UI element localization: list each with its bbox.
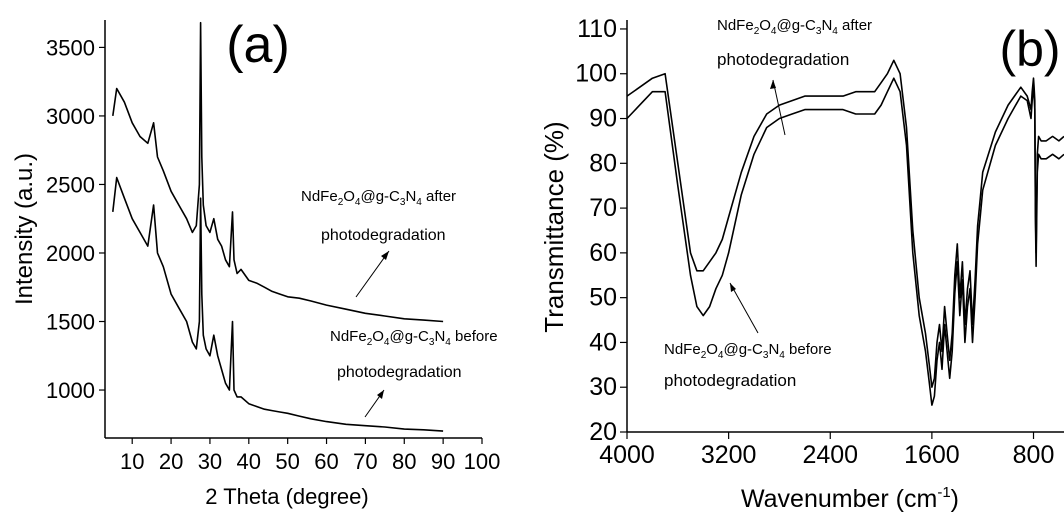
panel-a-x-tick-label: 90 — [431, 449, 455, 474]
panel-a-y-tick-label: 1000 — [46, 378, 95, 403]
panel-b-y-tick-label: 50 — [589, 284, 617, 312]
panel-b-y-tick-label: 20 — [589, 418, 617, 446]
panel-b-series-line-2 — [626, 77, 1064, 406]
panel-a-series-line-1 — [112, 21, 444, 323]
panel-b-before-arrow-head — [730, 283, 736, 292]
panel-b-x-ticks: 4000 3200 2400 1600 800 — [599, 432, 1054, 469]
panel-a-xrd: 10 20 30 40 50 60 70 80 90 100 1000 1500 2000 2500 30… — [11, 16, 500, 509]
panel-a-before-annotation-line2: photodegradation — [337, 364, 462, 381]
panel-b-x-tick-label: 4000 — [599, 441, 655, 469]
panel-a-label: (a) — [226, 16, 290, 74]
panel-a-x-ticks: 10 20 30 40 50 60 70 80 90 100 — [120, 438, 500, 474]
panel-a-plot-area — [112, 21, 444, 432]
panel-b-y-tick-label: 100 — [575, 60, 617, 88]
panel-a-x-tick-label: 10 — [120, 449, 144, 474]
panel-a-y-tick-label: 2500 — [46, 172, 95, 197]
panel-a-before-annotation-line1: NdFe2O4@g-C3N4 before — [330, 328, 498, 348]
panel-b-y-tick-label: 30 — [589, 373, 617, 401]
panel-a-after-annotation-line2: photodegradation — [321, 227, 446, 244]
panel-a-x-tick-label: 70 — [353, 449, 377, 474]
panel-b-y-tick-label: 40 — [589, 328, 617, 356]
panel-b-y-ticks: 20 30 40 50 60 70 80 90 100 110 — [575, 15, 627, 446]
panel-a-x-tick-label: 30 — [198, 449, 222, 474]
panel-b-ftir: 4000 3200 2400 1600 800 20 30 40 50 60 70 80 90 100 1… — [539, 15, 1064, 513]
panel-b-x-axis-title: Wavenumber (cm-1) — [741, 484, 959, 513]
panel-b-x-tick-label: 3200 — [701, 441, 757, 469]
panel-b-plot-area — [626, 59, 1064, 406]
panel-a-x-tick-label: 50 — [275, 449, 299, 474]
panel-a-after-arrow-line — [355, 250, 390, 298]
panel-b-y-tick-label: 80 — [589, 149, 617, 177]
panel-a-after-annotation-line1: NdFe2O4@g-C3N4 after — [301, 188, 456, 208]
panel-b-before-arrow-line — [729, 282, 759, 334]
panel-a-x-tick-label: 60 — [314, 449, 338, 474]
panel-b-x-tick-label: 1600 — [904, 441, 960, 469]
panel-a-x-axis-title: 2 Theta (degree) — [205, 484, 368, 509]
panel-a-after-arrow-head — [381, 251, 389, 260]
panel-b-x-tick-label: 800 — [1013, 441, 1055, 469]
panel-a-x-tick-label: 40 — [237, 449, 261, 474]
panel-b-y-tick-label: 90 — [589, 105, 617, 133]
panel-a-y-tick-label: 3000 — [46, 104, 95, 129]
panel-a-x-tick-label: 100 — [464, 449, 501, 474]
panel-a-y-ticks: 1000 1500 2000 2500 3000 3500 — [46, 35, 105, 403]
panel-a-x-tick-label: 80 — [392, 449, 416, 474]
panel-b-after-arrow-line — [772, 79, 786, 136]
panel-b-after-arrow-head — [770, 80, 776, 89]
panel-b-y-tick-label: 60 — [589, 239, 617, 267]
panel-b-series-line-1 — [626, 59, 1064, 389]
panel-b-x-tick-label: 2400 — [802, 441, 858, 469]
panel-a-before-arrow-head — [377, 390, 384, 399]
panel-a-y-tick-label: 2000 — [46, 241, 95, 266]
panel-b-y-tick-label: 70 — [589, 194, 617, 222]
panel-a-y-tick-label: 3500 — [46, 35, 95, 60]
panel-b-y-axis-title: Transmittance (%) — [539, 121, 569, 332]
panel-a-x-tick-label: 20 — [159, 449, 183, 474]
panel-b-y-tick-label: 110 — [577, 15, 617, 43]
panel-a-series-line-2 — [112, 176, 444, 432]
panel-b-after-annotation-line1: NdFe2O4@g-C3N4 after — [717, 17, 872, 37]
panel-a-y-tick-label: 1500 — [46, 310, 95, 335]
panel-b-before-annotation-line1: NdFe2O4@g-C3N4 before — [664, 341, 832, 361]
panel-a-y-axis-title: Intensity (a.u.) — [11, 153, 38, 305]
panel-b-after-annotation-line2: photodegradation — [717, 50, 849, 69]
panel-b-label: (b) — [999, 21, 1060, 77]
panel-b-before-annotation-line2: photodegradation — [664, 371, 796, 390]
